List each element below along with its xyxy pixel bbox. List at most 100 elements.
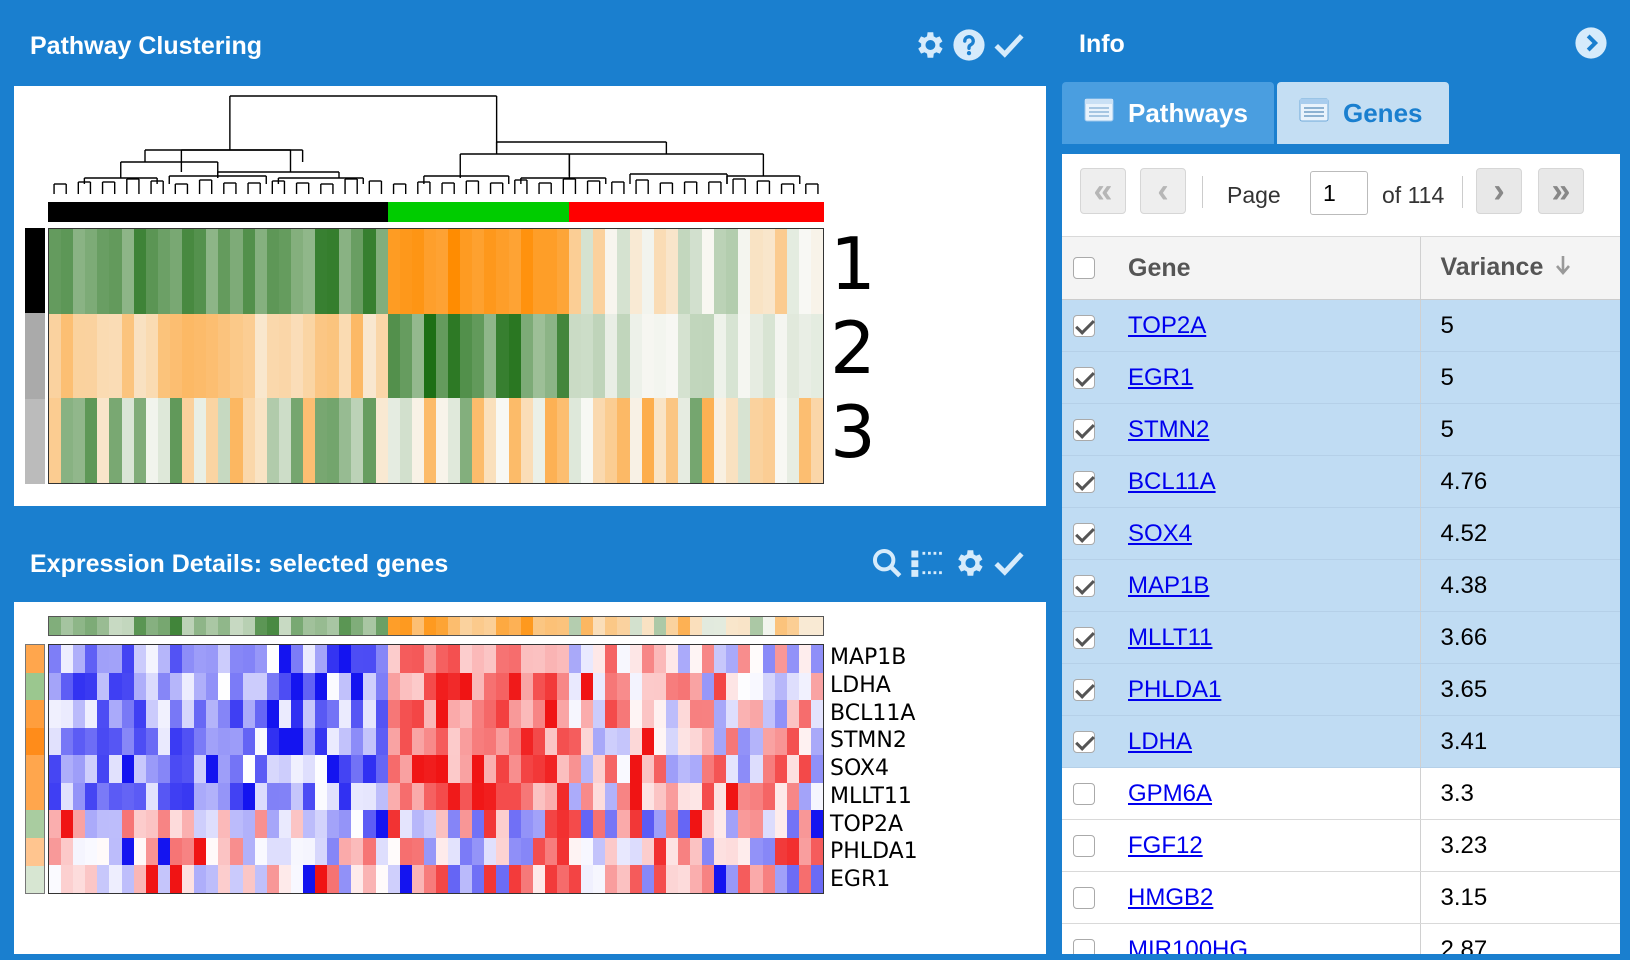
gene-link[interactable]: MAP1B xyxy=(1128,571,1210,599)
row-select-cell[interactable] xyxy=(1062,767,1108,820)
chevron-left-icon[interactable]: ‹ xyxy=(1140,168,1186,214)
row-select-cell[interactable] xyxy=(1062,351,1108,404)
search-icon[interactable] xyxy=(870,546,904,580)
row-checkbox[interactable] xyxy=(1073,730,1095,753)
expression-cell xyxy=(315,837,328,866)
gene-link[interactable]: HMGB2 xyxy=(1128,883,1214,911)
chevron-right-icon[interactable]: › xyxy=(1476,168,1522,214)
expression-cell xyxy=(302,727,316,756)
gear-icon[interactable] xyxy=(912,28,946,62)
row-select-cell[interactable] xyxy=(1062,455,1108,508)
table-row[interactable]: PHLDA1 3.65 xyxy=(1062,663,1620,716)
expression-cell xyxy=(97,865,110,893)
expression-cell xyxy=(448,672,461,701)
double-chevron-right-icon[interactable]: » xyxy=(1538,168,1584,214)
gene-column-header[interactable]: Gene xyxy=(1108,237,1421,300)
expression-cell xyxy=(472,700,485,728)
double-chevron-left-icon[interactable]: « xyxy=(1080,168,1126,214)
row-checkbox[interactable] xyxy=(1073,522,1095,545)
expression-cell xyxy=(73,700,86,728)
select-all-checkbox[interactable] xyxy=(1073,257,1095,279)
table-row[interactable]: HMGB2 3.15 xyxy=(1062,871,1620,924)
row-select-cell[interactable] xyxy=(1062,299,1108,352)
expression-cell xyxy=(290,810,303,838)
row-checkbox[interactable] xyxy=(1073,418,1095,441)
row-select-cell[interactable] xyxy=(1062,819,1108,872)
help-icon[interactable] xyxy=(952,28,986,62)
gene-header-label: Gene xyxy=(1128,253,1191,282)
row-checkbox[interactable] xyxy=(1073,574,1095,597)
row-checkbox[interactable] xyxy=(1073,834,1095,857)
table-row[interactable]: GPM6A 3.3 xyxy=(1062,767,1620,820)
table-row[interactable]: MIR100HG 2.87 xyxy=(1062,923,1620,955)
select-all-header[interactable] xyxy=(1062,237,1108,300)
gene-link[interactable]: PHLDA1 xyxy=(1128,675,1222,703)
gene-link[interactable]: BCL11A xyxy=(1128,467,1216,495)
check-icon[interactable] xyxy=(992,28,1026,62)
variance-column-header[interactable]: Variance xyxy=(1420,237,1620,300)
score-cell xyxy=(182,617,195,635)
row-select-cell[interactable] xyxy=(1062,663,1108,716)
tab-pathways[interactable]: Pathways xyxy=(1062,82,1274,144)
heatmap-cell xyxy=(242,229,255,314)
row-checkbox[interactable] xyxy=(1073,678,1095,701)
gear-icon[interactable] xyxy=(952,546,986,580)
table-row[interactable]: MAP1B 4.38 xyxy=(1062,559,1620,612)
row-checkbox[interactable] xyxy=(1073,314,1095,337)
expression-cell xyxy=(702,782,715,811)
table-row[interactable]: STMN2 5 xyxy=(1062,403,1620,456)
gene-link[interactable]: TOP2A xyxy=(1128,311,1207,339)
table-row[interactable]: MLLT11 3.66 xyxy=(1062,611,1620,664)
chevron-right-circle-icon[interactable] xyxy=(1574,26,1608,65)
gene-link[interactable]: MIR100HG xyxy=(1128,935,1249,955)
gene-link[interactable]: GPM6A xyxy=(1128,779,1213,807)
row-select-cell[interactable] xyxy=(1062,871,1108,924)
expression-panel-title: Expression Details: selected genes xyxy=(30,550,449,578)
gene-link[interactable]: FGF12 xyxy=(1128,831,1203,859)
gene-link[interactable]: LDHA xyxy=(1128,727,1193,755)
row-select-cell[interactable] xyxy=(1062,507,1108,560)
table-row[interactable]: BCL11A 4.76 xyxy=(1062,455,1620,508)
score-cell xyxy=(617,617,630,635)
check-icon[interactable] xyxy=(992,546,1026,580)
expression-cell xyxy=(73,755,86,783)
column-layout-icon[interactable] xyxy=(910,546,946,580)
row-select-cell[interactable] xyxy=(1062,611,1108,664)
expression-cell xyxy=(387,672,400,701)
expression-cell xyxy=(750,755,763,783)
gene-link[interactable]: MLLT11 xyxy=(1128,623,1213,651)
table-row[interactable]: FGF12 3.23 xyxy=(1062,819,1620,872)
gene-link[interactable]: SOX4 xyxy=(1128,519,1193,547)
score-cell xyxy=(641,617,654,635)
row-checkbox[interactable] xyxy=(1073,782,1095,805)
expression-cell xyxy=(49,810,62,838)
heatmap-cell xyxy=(315,313,328,399)
table-row[interactable]: LDHA 3.41 xyxy=(1062,715,1620,768)
expression-cell xyxy=(508,645,521,673)
row-select-cell[interactable] xyxy=(1062,923,1108,954)
row-select-cell[interactable] xyxy=(1062,403,1108,456)
row-select-cell[interactable] xyxy=(1062,559,1108,612)
expression-cell xyxy=(508,810,521,838)
row-select-cell[interactable] xyxy=(1062,715,1108,768)
gene-link[interactable]: EGR1 xyxy=(1128,363,1194,391)
table-row[interactable]: SOX4 4.52 xyxy=(1062,507,1620,560)
score-cell xyxy=(133,617,146,635)
expression-cell xyxy=(641,700,654,728)
expression-cell xyxy=(786,672,799,701)
table-row[interactable]: TOP2A 5 xyxy=(1062,299,1620,352)
heatmap-cell xyxy=(617,398,630,483)
tab-genes[interactable]: Genes xyxy=(1277,82,1449,144)
gene-link[interactable]: STMN2 xyxy=(1128,415,1210,443)
expression-cell xyxy=(532,837,545,866)
expression-cell xyxy=(339,837,352,866)
page-number-input[interactable]: 1 xyxy=(1310,171,1368,215)
row-checkbox[interactable] xyxy=(1073,938,1095,954)
row-checkbox[interactable] xyxy=(1073,626,1095,649)
row-checkbox[interactable] xyxy=(1073,366,1095,389)
table-row[interactable]: EGR1 5 xyxy=(1062,351,1620,404)
expression-cell xyxy=(556,755,570,783)
variance-cell: 5 xyxy=(1420,299,1620,352)
row-checkbox[interactable] xyxy=(1073,886,1095,909)
row-checkbox[interactable] xyxy=(1073,470,1095,493)
